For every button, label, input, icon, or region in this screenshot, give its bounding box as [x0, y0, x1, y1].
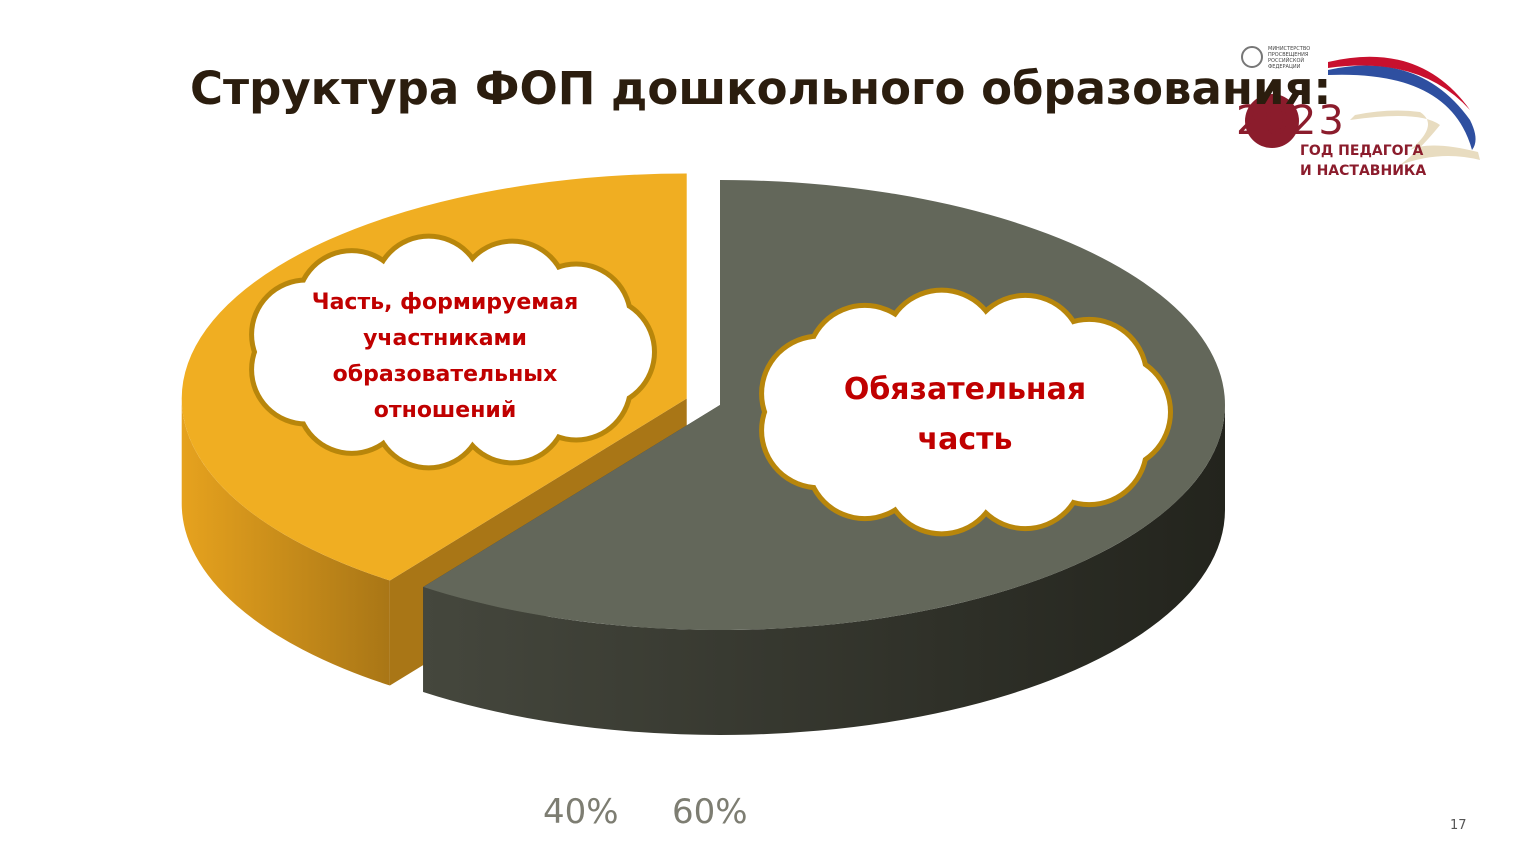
cloud — [249, 233, 657, 471]
slice-side — [423, 405, 1225, 735]
logo-year: 2023 — [1236, 98, 1346, 144]
chart-title: Структура ФОП дошкольного образования: — [190, 62, 1332, 115]
value-label: 40% — [543, 792, 619, 832]
slice-label: Часть, формируемая участниками образоват… — [311, 290, 579, 423]
slice-side — [181, 398, 390, 686]
cloud — [759, 287, 1173, 537]
cloud-fill — [300, 290, 600, 414]
logo-line2: И НАСТАВНИКА — [1300, 163, 1427, 179]
page-number: 17 — [1450, 818, 1467, 833]
logo-graphic — [1241, 46, 1480, 165]
cloud-fill — [813, 347, 1113, 477]
logo-line1: ГОД ПЕДАГОГА — [1300, 143, 1424, 159]
value-label: 60% — [672, 792, 748, 832]
logo-ministry: МИНИСТЕРСТВО ПРОСВЕЩЕНИЯ РОССИЙСКОЙ ФЕДЕ… — [1268, 46, 1311, 70]
slice-label: Обязательная часть — [843, 372, 1087, 457]
